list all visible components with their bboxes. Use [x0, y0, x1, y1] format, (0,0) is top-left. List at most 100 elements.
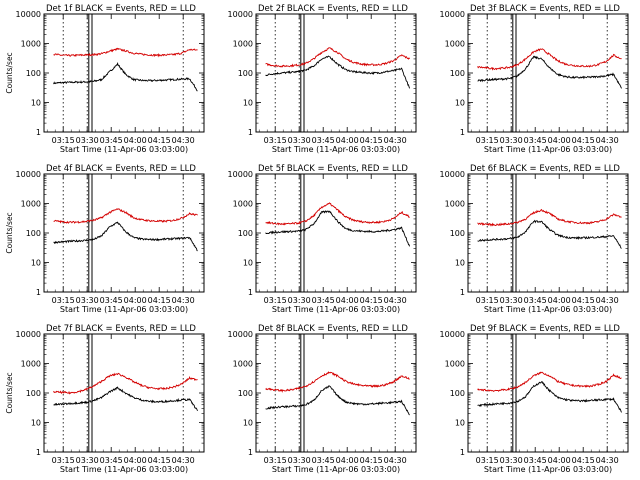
- y-tick-label: 1000: [21, 360, 41, 369]
- x-tick-label: 04:15: [572, 456, 595, 465]
- panel-det-2f: Det 2f BLACK = Events, RED = LLD 1 10 100 10…: [228, 4, 417, 154]
- series-line-events: [53, 386, 198, 412]
- x-tick-label: 03:45: [312, 456, 335, 465]
- y-tick-label: 1000: [233, 200, 253, 209]
- series-line-lld: [477, 48, 622, 71]
- y-tick-label: 100: [238, 229, 253, 238]
- plot-frame: [255, 173, 417, 293]
- plot-frame: [255, 13, 417, 133]
- x-tick-label: 04:00: [124, 456, 147, 465]
- x-tick-label: 04:15: [148, 296, 171, 305]
- x-axis-label: Start Time (11-Apr-06 03:03:00): [484, 465, 612, 474]
- series-line-events: [477, 381, 622, 413]
- x-tick-label: 03:15: [264, 136, 287, 145]
- series-line-lld: [477, 371, 622, 393]
- y-tick-label: 100: [26, 229, 41, 238]
- x-tick-label: 03:15: [264, 296, 287, 305]
- panel-title: Det 3f BLACK = Events, RED = LLD: [470, 4, 620, 14]
- x-tick-label: 04:00: [336, 456, 359, 465]
- plot-frame: [467, 173, 629, 293]
- x-tick-label: 03:30: [76, 296, 99, 305]
- x-tick-label: 04:00: [124, 296, 147, 305]
- y-tick-label: 10: [455, 419, 465, 428]
- x-tick-label: 04:30: [596, 136, 619, 145]
- y-tick-label: 1000: [233, 40, 253, 49]
- y-axis-label: Counts/sec: [5, 52, 14, 93]
- plot-frame: [467, 333, 629, 453]
- y-tick-label: 1: [460, 448, 465, 457]
- interval-marker: [300, 173, 305, 293]
- interval-marker: [512, 333, 517, 453]
- y-tick-label: 10000: [440, 170, 465, 179]
- x-axis-label: Start Time (11-Apr-06 03:03:00): [484, 305, 612, 314]
- series-line-lld: [53, 208, 198, 224]
- series-line-lld: [53, 372, 198, 395]
- y-tick-label: 1: [248, 448, 253, 457]
- panel-det-8f: Det 8f BLACK = Events, RED = LLD 1 10 100 10…: [228, 324, 417, 474]
- y-tick-label: 100: [26, 69, 41, 78]
- series-line-events: [477, 55, 622, 89]
- y-tick-label: 1: [248, 128, 253, 137]
- panel-det-4f: Det 4f BLACK = Events, RED = LLD 1 10 100 10…: [5, 164, 205, 314]
- x-tick-label: 03:15: [52, 296, 75, 305]
- series-line-events: [265, 55, 411, 89]
- y-tick-label: 100: [238, 389, 253, 398]
- panel-det-9f: Det 9f BLACK = Events, RED = LLD 1 10 100 10…: [440, 324, 629, 474]
- x-axis-label: Start Time (11-Apr-06 03:03:00): [484, 145, 612, 154]
- panel-det-1f: Det 1f BLACK = Events, RED = LLD 1 10 100 10…: [5, 4, 205, 154]
- series-line-lld: [53, 47, 198, 58]
- y-tick-label: 10000: [228, 170, 253, 179]
- x-tick-label: 03:15: [52, 456, 75, 465]
- interval-marker: [88, 333, 93, 453]
- x-tick-label: 03:30: [288, 136, 311, 145]
- plot-frame: [467, 13, 629, 133]
- series-line-events: [477, 219, 622, 249]
- interval-marker: [88, 13, 93, 133]
- interval-marker: [300, 333, 305, 453]
- panel-title: Det 2f BLACK = Events, RED = LLD: [258, 4, 408, 14]
- y-tick-label: 100: [238, 69, 253, 78]
- x-tick-label: 04:30: [172, 296, 195, 305]
- panel-title: Det 7f BLACK = Events, RED = LLD: [46, 324, 196, 334]
- series-line-events: [53, 221, 198, 252]
- x-tick-label: 03:45: [524, 456, 547, 465]
- x-tick-label: 03:45: [524, 296, 547, 305]
- interval-marker: [88, 173, 93, 293]
- panel-title: Det 8f BLACK = Events, RED = LLD: [258, 324, 408, 334]
- panel-title: Det 1f BLACK = Events, RED = LLD: [46, 4, 196, 14]
- y-tick-label: 1: [36, 448, 41, 457]
- panel-det-6f: Det 6f BLACK = Events, RED = LLD 1 10 100 10…: [440, 164, 629, 314]
- y-axis-label: Counts/sec: [5, 212, 14, 253]
- y-tick-label: 10: [243, 419, 253, 428]
- y-tick-label: 10: [243, 259, 253, 268]
- y-tick-label: 10000: [16, 170, 41, 179]
- panel-title: Det 6f BLACK = Events, RED = LLD: [470, 164, 620, 174]
- y-tick-label: 100: [450, 229, 465, 238]
- y-tick-label: 1000: [445, 360, 465, 369]
- y-tick-label: 1000: [21, 40, 41, 49]
- x-tick-label: 04:15: [360, 296, 383, 305]
- x-tick-label: 04:15: [572, 296, 595, 305]
- x-tick-label: 04:30: [172, 136, 195, 145]
- y-tick-label: 100: [26, 389, 41, 398]
- y-tick-label: 100: [450, 389, 465, 398]
- y-tick-label: 1000: [445, 40, 465, 49]
- x-tick-label: 04:15: [360, 456, 383, 465]
- y-axis-label: Counts/sec: [5, 372, 14, 413]
- y-tick-label: 10000: [228, 330, 253, 339]
- x-tick-label: 03:30: [288, 296, 311, 305]
- series-line-lld: [477, 208, 622, 227]
- x-tick-label: 03:15: [476, 456, 499, 465]
- x-tick-label: 04:00: [124, 136, 147, 145]
- x-tick-label: 03:30: [76, 136, 99, 145]
- series-line-lld: [265, 202, 410, 226]
- x-tick-label: 03:15: [476, 296, 499, 305]
- x-tick-label: 03:45: [100, 296, 123, 305]
- x-tick-label: 04:30: [384, 456, 407, 465]
- x-tick-label: 03:15: [476, 136, 499, 145]
- x-tick-label: 04:15: [572, 136, 595, 145]
- x-axis-label: Start Time (11-Apr-06 03:03:00): [272, 305, 400, 314]
- y-tick-label: 1: [36, 288, 41, 297]
- y-tick-label: 1: [248, 288, 253, 297]
- series-line-lld: [265, 371, 410, 393]
